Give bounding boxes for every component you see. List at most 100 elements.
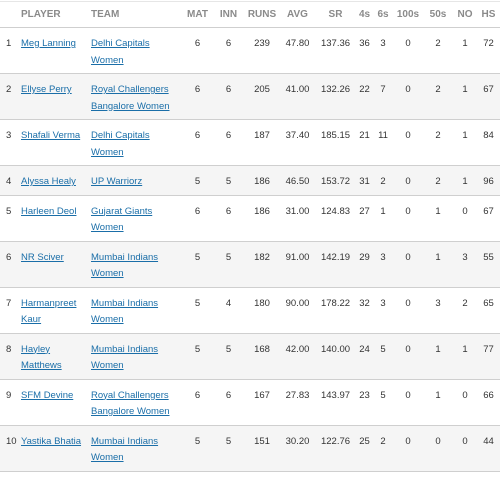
matches-cell: 6 bbox=[182, 73, 213, 120]
matches-cell: 5 bbox=[182, 333, 213, 380]
header-player[interactable]: PLAYER bbox=[20, 1, 90, 28]
matches-cell: 6 bbox=[182, 119, 213, 166]
rank-cell: 9 bbox=[0, 379, 20, 426]
rank-cell: 7 bbox=[0, 287, 20, 334]
header-runs[interactable]: RUNS bbox=[244, 1, 280, 28]
not-outs-cell: 1 bbox=[453, 119, 477, 166]
team-link[interactable]: Royal Challengers Bangalore Women bbox=[91, 84, 170, 112]
matches-cell: 5 bbox=[182, 165, 213, 196]
fifties-cell: 2 bbox=[423, 165, 453, 196]
fours-cell: 21 bbox=[356, 119, 373, 166]
player-cell: Harmanpreet Kaur bbox=[20, 287, 90, 334]
team-cell: Gujarat Giants Women bbox=[90, 195, 182, 242]
runs-cell: 186 bbox=[244, 165, 280, 196]
matches-cell: 6 bbox=[182, 195, 213, 242]
team-link[interactable]: UP Warriorz bbox=[91, 176, 143, 187]
sixes-cell: 3 bbox=[373, 287, 393, 334]
rank-cell: 6 bbox=[0, 241, 20, 288]
strike-rate-cell: 124.83 bbox=[315, 195, 356, 242]
header-hs[interactable]: HS bbox=[477, 1, 500, 28]
header-inn[interactable]: INN bbox=[213, 1, 244, 28]
table-row: 9 SFM Devine Royal Challengers Bangalore W… bbox=[0, 379, 500, 426]
team-link[interactable]: Gujarat Giants Women bbox=[91, 205, 153, 234]
sixes-cell: 3 bbox=[373, 27, 393, 74]
average-cell: 27.83 bbox=[280, 379, 315, 426]
header-team[interactable]: TEAM bbox=[90, 1, 182, 28]
team-link[interactable]: Delhi Capitals Women bbox=[91, 130, 150, 158]
strike-rate-cell: 185.15 bbox=[315, 119, 356, 166]
average-cell: 31.00 bbox=[280, 195, 315, 242]
strike-rate-cell: 140.00 bbox=[315, 333, 356, 380]
player-link[interactable]: Yastika Bhatia bbox=[21, 435, 82, 447]
not-outs-cell: 2 bbox=[453, 287, 477, 334]
innings-cell: 6 bbox=[213, 379, 244, 426]
sixes-cell: 2 bbox=[373, 165, 393, 196]
average-cell: 37.40 bbox=[280, 119, 315, 166]
sixes-cell: 11 bbox=[373, 119, 393, 166]
strike-rate-cell: 178.22 bbox=[315, 287, 356, 334]
player-link[interactable]: NR Sciver bbox=[21, 251, 64, 263]
fours-cell: 25 bbox=[356, 425, 373, 472]
rank-cell: 8 bbox=[0, 333, 20, 380]
innings-cell: 6 bbox=[213, 73, 244, 120]
header-4s[interactable]: 4s bbox=[356, 1, 373, 28]
average-cell: 30.20 bbox=[280, 425, 315, 472]
team-link[interactable]: Royal Challengers Bangalore Women bbox=[91, 389, 170, 418]
fifties-cell: 1 bbox=[423, 333, 453, 380]
team-link[interactable]: Mumbai Indians Women bbox=[91, 435, 159, 464]
rank-cell: 2 bbox=[0, 73, 20, 120]
team-cell: Delhi Capitals Women bbox=[90, 27, 182, 74]
player-link[interactable]: Ellyse Perry bbox=[21, 84, 72, 95]
player-cell: Shafali Verma bbox=[20, 119, 90, 166]
header-100s[interactable]: 100s bbox=[393, 1, 423, 28]
average-cell: 90.00 bbox=[280, 287, 315, 334]
highest-score-cell: 77 bbox=[477, 333, 500, 380]
hundreds-cell: 0 bbox=[393, 425, 423, 472]
player-cell: Ellyse Perry bbox=[20, 73, 90, 120]
highest-score-cell: 44 bbox=[477, 425, 500, 472]
runs-cell: 180 bbox=[244, 287, 280, 334]
sixes-cell: 5 bbox=[373, 379, 393, 426]
team-link[interactable]: Mumbai Indians Women bbox=[91, 343, 159, 372]
header-avg[interactable]: AVG bbox=[280, 1, 315, 28]
rank-cell: 4 bbox=[0, 165, 20, 196]
table-row: 3 Shafali Verma Delhi Capitals Women 6 6 187 3… bbox=[0, 119, 500, 166]
player-link[interactable]: SFM Devine bbox=[21, 389, 74, 401]
innings-cell: 6 bbox=[213, 119, 244, 166]
strike-rate-cell: 122.76 bbox=[315, 425, 356, 472]
header-50s[interactable]: 50s bbox=[423, 1, 453, 28]
runs-cell: 239 bbox=[244, 27, 280, 74]
innings-cell: 5 bbox=[213, 333, 244, 380]
player-link[interactable]: Harmanpreet Kaur bbox=[21, 297, 77, 326]
strike-rate-cell: 153.72 bbox=[315, 165, 356, 196]
innings-cell: 5 bbox=[213, 165, 244, 196]
team-cell: Royal Challengers Bangalore Women bbox=[90, 73, 182, 120]
rank-cell: 5 bbox=[0, 195, 20, 242]
matches-cell: 5 bbox=[182, 241, 213, 288]
highest-score-cell: 96 bbox=[477, 165, 500, 196]
player-link[interactable]: Hayley Matthews bbox=[21, 343, 62, 372]
header-no[interactable]: NO bbox=[453, 1, 477, 28]
innings-cell: 6 bbox=[213, 195, 244, 242]
sixes-cell: 7 bbox=[373, 73, 393, 120]
team-cell: Mumbai Indians Women bbox=[90, 241, 182, 288]
header-6s[interactable]: 6s bbox=[373, 1, 393, 28]
player-link[interactable]: Harleen Deol bbox=[21, 205, 77, 217]
team-link[interactable]: Mumbai Indians Women bbox=[91, 297, 159, 326]
header-sr[interactable]: SR bbox=[315, 1, 356, 28]
fifties-cell: 1 bbox=[423, 241, 453, 288]
team-cell: UP Warriorz bbox=[90, 165, 182, 196]
average-cell: 42.00 bbox=[280, 333, 315, 380]
player-link[interactable]: Meg Lanning bbox=[21, 38, 76, 49]
runs-cell: 205 bbox=[244, 73, 280, 120]
team-link[interactable]: Delhi Capitals Women bbox=[91, 38, 150, 66]
hundreds-cell: 0 bbox=[393, 27, 423, 74]
team-link[interactable]: Mumbai Indians Women bbox=[91, 251, 159, 280]
highest-score-cell: 66 bbox=[477, 379, 500, 426]
average-cell: 46.50 bbox=[280, 165, 315, 196]
header-mat[interactable]: MAT bbox=[182, 1, 213, 28]
player-link[interactable]: Shafali Verma bbox=[21, 130, 81, 141]
player-link[interactable]: Alyssa Healy bbox=[21, 176, 76, 187]
header-index bbox=[0, 1, 20, 28]
strike-rate-cell: 143.97 bbox=[315, 379, 356, 426]
